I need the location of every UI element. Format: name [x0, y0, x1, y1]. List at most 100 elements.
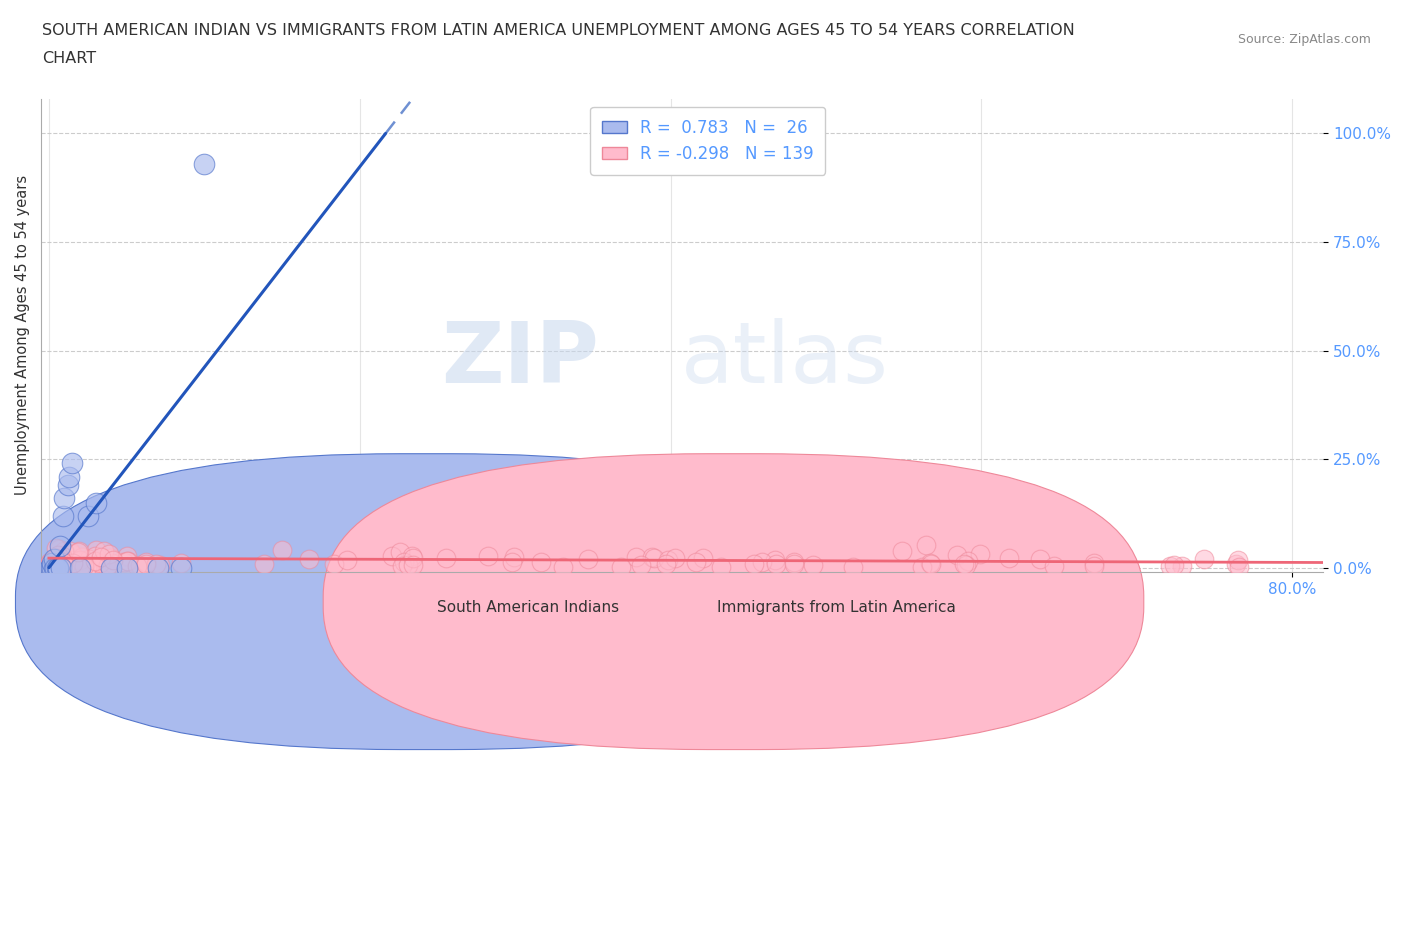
Point: [45, 551, 67, 565]
Point: [146, 560, 169, 575]
Point: [41, 559, 63, 574]
Y-axis label: Unemployment Among Ages 45 to 54 years: Unemployment Among Ages 45 to 54 years: [15, 176, 30, 496]
Point: [90, 550, 112, 565]
Point: [1163, 558, 1185, 573]
Point: [801, 557, 824, 572]
Point: [402, 551, 425, 565]
Point: [969, 546, 991, 561]
Point: [51, 548, 73, 563]
Point: [501, 555, 523, 570]
Point: [253, 556, 276, 571]
Point: [643, 551, 665, 565]
Point: [890, 544, 912, 559]
Point: [952, 557, 974, 572]
Point: [149, 558, 172, 573]
Point: [100, 551, 122, 565]
Point: [402, 557, 425, 572]
Point: [46, 560, 69, 575]
Point: [72, 558, 94, 573]
Point: [60, 456, 83, 471]
Point: [55, 557, 77, 572]
Point: [1042, 559, 1064, 574]
Point: [49, 556, 72, 571]
Point: [389, 545, 412, 560]
Point: [193, 156, 215, 171]
Point: [396, 558, 419, 573]
Text: Immigrants from Latin America: Immigrants from Latin America: [717, 601, 956, 616]
Point: [77, 551, 100, 566]
Point: [48, 558, 70, 573]
Point: [135, 554, 157, 569]
Point: [67, 555, 90, 570]
Point: [58, 556, 80, 571]
Point: [271, 543, 294, 558]
Point: [742, 556, 765, 571]
Point: [46, 560, 69, 575]
Point: [51, 548, 73, 563]
Text: Source: ZipAtlas.com: Source: ZipAtlas.com: [1237, 33, 1371, 46]
Point: [530, 554, 553, 569]
Point: [609, 560, 631, 575]
Point: [298, 552, 321, 567]
Point: [53, 543, 76, 558]
Point: [1227, 560, 1250, 575]
Point: [45, 560, 67, 575]
Point: [44, 560, 66, 575]
Point: [46, 558, 69, 573]
Point: [946, 548, 969, 563]
Point: [84, 495, 107, 510]
Point: [62, 547, 84, 562]
Point: [41, 560, 63, 575]
Point: [39, 560, 62, 575]
Point: [842, 559, 865, 574]
Point: [911, 560, 934, 575]
Point: [51, 560, 73, 575]
Point: [323, 556, 346, 571]
Point: [641, 550, 664, 565]
Point: [1029, 551, 1052, 566]
Point: [45, 557, 67, 572]
Point: [46, 548, 69, 563]
Point: [664, 551, 686, 565]
Point: [42, 560, 65, 575]
Point: [53, 557, 76, 572]
Point: [46, 560, 69, 575]
Point: [42, 551, 65, 566]
Point: [117, 553, 139, 568]
Point: [551, 560, 574, 575]
Point: [145, 556, 167, 571]
Point: [1159, 559, 1181, 574]
Legend: R =  0.783   N =  26, R = -0.298   N = 139: R = 0.783 N = 26, R = -0.298 N = 139: [591, 107, 825, 175]
Point: [41, 556, 63, 571]
Point: [98, 546, 121, 561]
Point: [53, 554, 76, 569]
Point: [765, 556, 787, 571]
Point: [100, 560, 122, 575]
Text: atlas: atlas: [681, 317, 889, 401]
Point: [998, 551, 1021, 566]
Point: [38, 560, 60, 575]
Point: [336, 552, 359, 567]
Point: [62, 555, 84, 570]
Point: [100, 556, 122, 571]
FancyBboxPatch shape: [323, 454, 1143, 750]
Point: [112, 555, 135, 570]
Point: [49, 558, 72, 573]
Point: [52, 554, 75, 569]
Point: [63, 552, 86, 567]
Point: [48, 541, 70, 556]
Point: [955, 557, 977, 572]
Point: [84, 560, 107, 575]
Point: [108, 554, 131, 569]
Point: [685, 555, 707, 570]
Point: [576, 552, 599, 567]
Point: [44, 559, 66, 574]
Point: [58, 469, 80, 484]
Point: [112, 560, 135, 575]
Point: [783, 556, 806, 571]
Point: [67, 544, 90, 559]
Point: [83, 554, 105, 569]
Point: [91, 557, 114, 572]
Point: [69, 560, 91, 575]
Point: [626, 550, 648, 565]
